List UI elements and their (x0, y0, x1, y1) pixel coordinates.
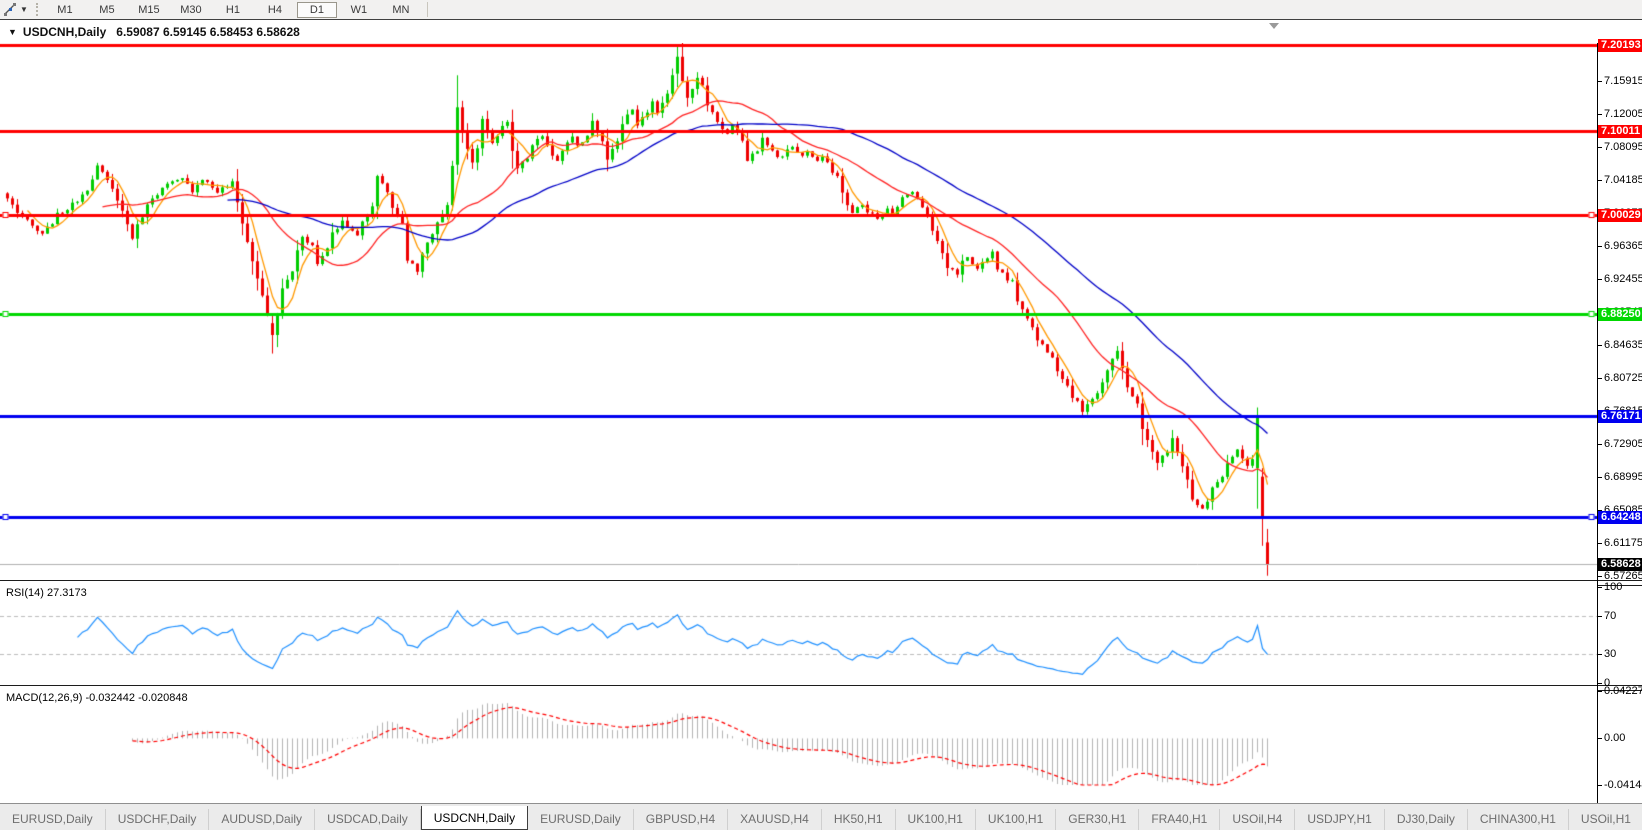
timeframe-button-h4[interactable]: H4 (267, 3, 282, 16)
symbol-tab-xauusd-h4[interactable]: XAUUSD,H4 (728, 809, 822, 830)
price-axis-label: 6.84635 (1604, 339, 1642, 351)
price-axis-label: 6.68995 (1604, 471, 1642, 483)
price-axis-tick (1597, 114, 1602, 115)
price-axis-label: 6.72905 (1604, 438, 1642, 450)
symbol-tab-hk50-h1[interactable]: HK50,H1 (822, 809, 896, 830)
symbol-tab-uk100-h1[interactable]: UK100,H1 (896, 809, 976, 830)
macd-axis-tick (1597, 691, 1602, 692)
window-menu-triangle-icon[interactable]: ▼ (8, 26, 17, 37)
price-level-badge: 6.88250 (1598, 308, 1642, 321)
top-toolbar: ▼ M1 M5 M15 M30 H1 H4 D1 W1 MN (0, 0, 1642, 20)
timeframe-button-h1[interactable]: H1 (225, 3, 240, 16)
macd-axis-tick (1597, 738, 1602, 739)
symbol-tab-gbpusd-h4[interactable]: GBPUSD,H4 (634, 809, 729, 830)
chart-shift-marker[interactable] (1269, 23, 1279, 29)
price-axis-label: 6.61175 (1604, 537, 1642, 549)
rsi-axis-tick (1597, 587, 1602, 588)
symbol-tab-usdcad-daily[interactable]: USDCAD,Daily (315, 809, 421, 830)
symbol-tab-audusd-daily[interactable]: AUDUSD,Daily (209, 809, 316, 830)
dropdown-caret-icon: ▼ (20, 5, 28, 14)
rsi-label: RSI(14) 27.3173 (6, 587, 87, 599)
macd-axis-label: 0.042275 (1604, 685, 1642, 697)
symbol-tab-usdcnh-daily[interactable]: USDCNH,Daily (420, 806, 529, 830)
macd-axis-label: 0.00 (1604, 732, 1626, 744)
price-axis-label: 7.15915 (1604, 75, 1642, 87)
timeframe-button-m1[interactable]: M1 (57, 3, 73, 16)
price-axis-label: 7.08095 (1604, 141, 1642, 153)
macd-axis-label: -0.04148 (1604, 779, 1642, 791)
symbol-tab-usdchf-daily[interactable]: USDCHF,Daily (106, 809, 210, 830)
symbol-tab-eurusd-daily[interactable]: EURUSD,Daily (528, 809, 634, 830)
symbol-tab-usoil-h1[interactable]: USOil,H1 (1569, 809, 1642, 830)
chart-window: ▼ USDCNH,Daily 6.59087 6.59145 6.58453 6… (0, 19, 1642, 824)
chart-title-row: ▼ USDCNH,Daily 6.59087 6.59145 6.58453 6… (0, 22, 1642, 41)
price-axis-tick (1597, 147, 1602, 148)
timeframe-button-m5[interactable]: M5 (99, 3, 115, 16)
symbol-tab-usdjpy-h1[interactable]: USDJPY,H1 (1295, 809, 1385, 830)
symbol-tab-uk100-h1[interactable]: UK100,H1 (976, 809, 1057, 830)
price-axis-tick (1597, 81, 1602, 82)
timeframe-button-group: M1 M5 M15 M30 H1 H4 D1 W1 MN (44, 1, 422, 18)
chart-quote-ohlc: 6.59087 6.59145 6.58453 6.58628 (116, 24, 300, 39)
rsi-indicator-panel[interactable] (0, 585, 1597, 685)
price-axis-tick (1597, 378, 1602, 379)
price-level-badge: 6.64248 (1598, 511, 1642, 524)
rsi-axis-label: 30 (1604, 648, 1617, 660)
price-axis-tick (1597, 543, 1602, 544)
price-axis-label: 6.80725 (1604, 372, 1642, 384)
price-axis-label: 7.04185 (1604, 174, 1642, 186)
price-axis-label: 7.12005 (1604, 108, 1642, 120)
rsi-axis-label: 100 (1604, 581, 1623, 593)
rsi-axis-label: 0 (1604, 677, 1611, 689)
symbol-tab-dj30-daily[interactable]: DJ30,Daily (1385, 809, 1468, 830)
chart-symbol-title: USDCNH,Daily (22, 24, 107, 39)
toolbar-grip[interactable] (35, 3, 38, 16)
rsi-axis-tick (1597, 683, 1602, 684)
symbol-tab-bar: EURUSD,Daily USDCHF,Daily AUDUSD,Daily USDC… (0, 803, 1642, 830)
price-axis-label: 6.57265 (1604, 570, 1642, 582)
price-level-badge: 7.00029 (1598, 209, 1642, 222)
rsi-axis-tick (1597, 616, 1602, 617)
macd-axis-tick (1597, 785, 1602, 786)
toolbar-separator (426, 2, 428, 17)
price-axis-tick (1597, 477, 1602, 478)
symbol-tab-eurusd-daily[interactable]: EURUSD,Daily (0, 809, 106, 830)
rsi-axis-label: 70 (1604, 610, 1617, 622)
price-axis-tick (1597, 279, 1602, 280)
symbol-tab-fra40-h1[interactable]: FRA40,H1 (1139, 809, 1221, 830)
price-level-badge: 6.76171 (1598, 410, 1642, 423)
line-studies-tool-button[interactable]: ▼ (0, 1, 32, 18)
macd-label: MACD(12,26,9) -0.032442 -0.020848 (6, 692, 188, 704)
macd-indicator-panel[interactable] (0, 689, 1597, 787)
symbol-tab-usoil-h4[interactable]: USOil,H4 (1220, 809, 1296, 830)
symbol-tab-china300-h1[interactable]: CHINA300,H1 (1468, 809, 1569, 830)
timeframe-button-w1[interactable]: W1 (350, 3, 368, 16)
price-axis-tick (1597, 510, 1602, 511)
price-level-badge: 7.20193 (1598, 39, 1642, 52)
timeframe-button-d1[interactable]: D1 (296, 1, 337, 18)
price-axis-tick (1597, 576, 1602, 577)
price-axis-tick (1597, 345, 1602, 346)
price-axis-line (1597, 43, 1598, 806)
price-axis-tick (1597, 180, 1602, 181)
timeframe-button-m30[interactable]: M30 (180, 3, 202, 16)
rsi-axis-tick (1597, 654, 1602, 655)
price-axis-tick (1597, 246, 1602, 247)
timeframe-button-mn[interactable]: MN (392, 3, 410, 16)
price-axis-tick (1597, 444, 1602, 445)
price-level-badge: 7.10011 (1598, 125, 1642, 138)
current-price-badge: 6.58628 (1598, 558, 1642, 571)
price-axis-label: 6.96365 (1604, 240, 1642, 252)
timeframe-button-m15[interactable]: M15 (138, 3, 160, 16)
symbol-tab-ger30-h1[interactable]: GER30,H1 (1056, 809, 1140, 830)
polyline-tool-icon (4, 3, 16, 16)
price-axis-label: 6.92455 (1604, 273, 1642, 285)
main-price-chart[interactable] (0, 43, 1597, 580)
